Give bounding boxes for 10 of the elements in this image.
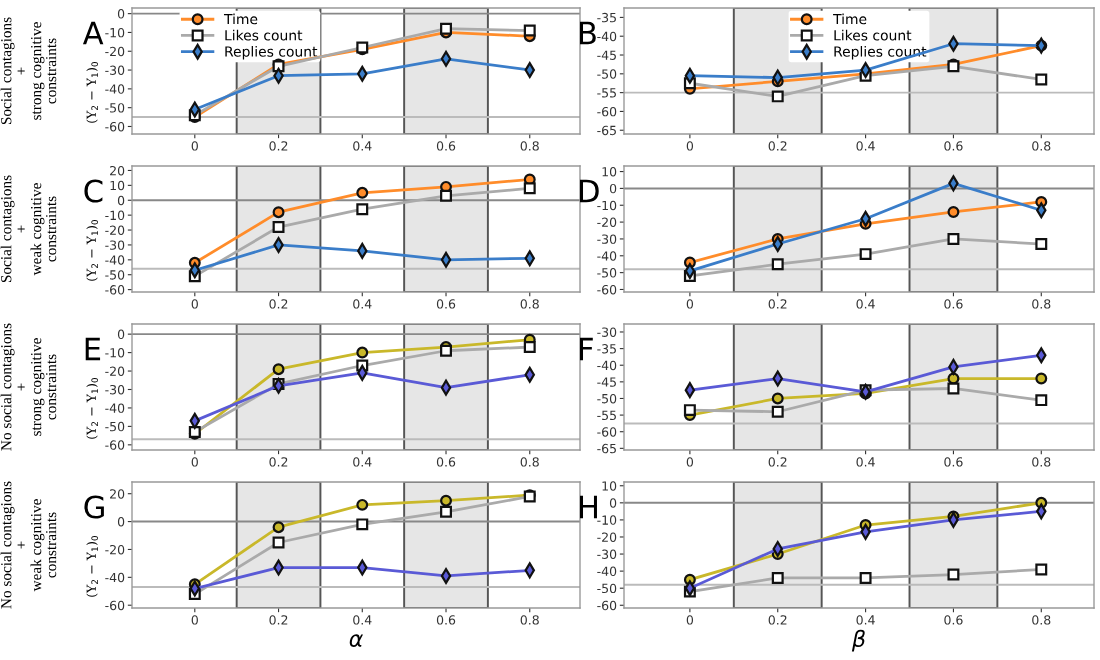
chart-title: F <box>580 337 593 361</box>
chart-title: C <box>84 179 103 203</box>
chart-title: E <box>85 337 101 361</box>
x-axis-title: α <box>349 634 364 647</box>
chart-title: A <box>82 21 104 45</box>
chart-title: H <box>580 495 597 519</box>
chart-title: D <box>580 179 599 203</box>
chart-title: B <box>580 21 596 45</box>
chart-title: G <box>84 495 104 519</box>
x-axis-title: β <box>851 629 865 652</box>
